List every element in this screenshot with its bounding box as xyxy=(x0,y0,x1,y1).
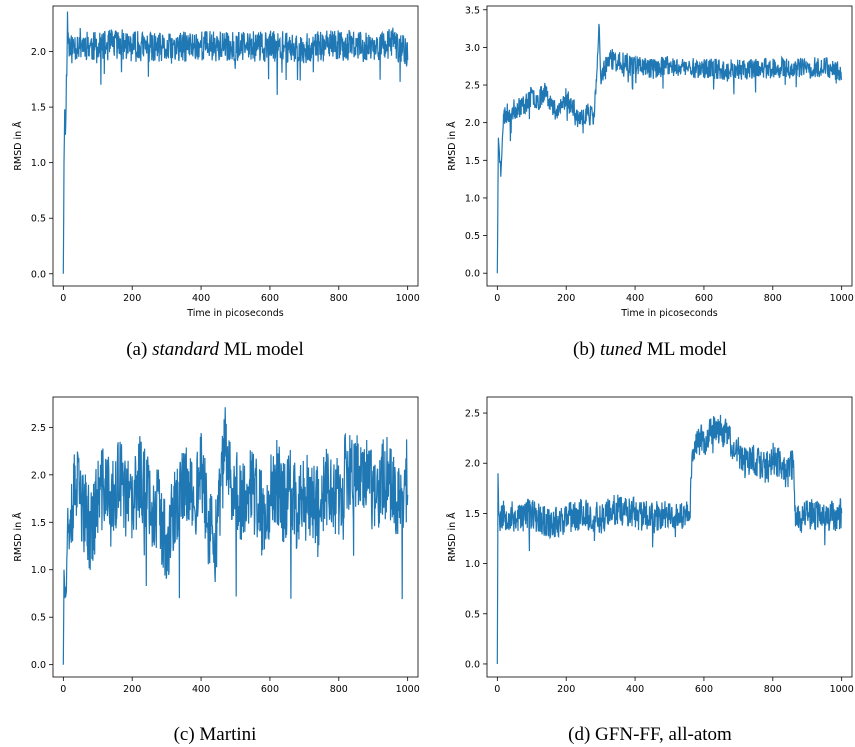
panel-a: 0 200 400 600 800 1000 0.0 0.5 1.0 1.5 2.0 Time in… xyxy=(12,5,420,360)
y-tick-label: 0.5 xyxy=(465,231,480,242)
x-tick-label: 200 xyxy=(557,684,575,695)
caption-b: (b) tuned ML model xyxy=(573,339,727,360)
y-axis-label: RMSD in Å xyxy=(446,512,458,562)
y-tick-label: 1.0 xyxy=(465,559,480,570)
x-tick-label: 1000 xyxy=(396,684,420,695)
y-tick-label: 3.5 xyxy=(465,5,480,16)
x-tick-label: 0 xyxy=(494,293,500,304)
x-axis-label: Time in picoseconds xyxy=(620,308,718,319)
x-tick-label: 200 xyxy=(557,293,575,304)
x-tick-label: 800 xyxy=(330,293,348,304)
x-tick-label: 600 xyxy=(695,293,713,304)
x-tick-label: 0 xyxy=(494,684,500,695)
y-tick-label: 1.0 xyxy=(465,193,480,204)
caption-d: (d) GFN-FF, all-atom xyxy=(568,724,732,745)
y-tick-label: 0.0 xyxy=(465,659,480,670)
x-tick-label: 200 xyxy=(123,684,141,695)
series-line xyxy=(496,23,843,274)
y-tick-label: 3.0 xyxy=(465,43,480,54)
y-tick-label: 2.5 xyxy=(465,409,480,420)
y-axis-label: RMSD in Å xyxy=(12,512,24,562)
series-line xyxy=(496,414,843,665)
y-tick-label: 0.5 xyxy=(31,613,46,624)
y-tick-label: 1.5 xyxy=(31,518,46,529)
y-axis-label: RMSD in Å xyxy=(446,121,458,171)
y-tick-label: 2.0 xyxy=(31,47,46,58)
y-tick-label: 0.0 xyxy=(31,269,46,280)
plot-frame xyxy=(52,5,419,287)
x-tick-label: 400 xyxy=(626,684,644,695)
plot-frame xyxy=(486,396,853,678)
x-tick-label: 200 xyxy=(123,293,141,304)
x-tick-label: 400 xyxy=(192,684,210,695)
y-tick-label: 2.0 xyxy=(465,459,480,470)
y-tick-label: 0.5 xyxy=(31,214,46,225)
panel-c: 0 200 400 600 800 1000 0.0 0.5 1.0 1.5 2.0 2.5 RMSD… xyxy=(12,396,420,745)
y-tick-label: 0.5 xyxy=(465,609,480,620)
x-tick-label: 800 xyxy=(330,684,348,695)
x-tick-label: 0 xyxy=(60,684,66,695)
y-tick-label: 2.0 xyxy=(465,118,480,129)
x-tick-label: 600 xyxy=(261,684,279,695)
y-tick-label: 1.5 xyxy=(31,103,46,114)
x-tick-label: 0 xyxy=(60,293,66,304)
y-tick-label: 0.0 xyxy=(31,660,46,671)
x-tick-label: 400 xyxy=(626,293,644,304)
y-tick-label: 0.0 xyxy=(465,269,480,280)
y-tick-label: 1.5 xyxy=(465,509,480,520)
panel-d: 0 200 400 600 800 1000 0.0 0.5 1.0 1.5 2.0 2.5 RMSD… xyxy=(446,396,854,745)
x-tick-label: 800 xyxy=(764,293,782,304)
x-tick-label: 1000 xyxy=(830,684,854,695)
plot-frame xyxy=(486,5,853,287)
y-tick-label: 1.0 xyxy=(31,158,46,169)
series-line xyxy=(62,407,409,665)
x-tick-label: 1000 xyxy=(396,293,420,304)
plot-frame xyxy=(52,396,419,678)
y-tick-label: 2.5 xyxy=(465,81,480,92)
x-tick-label: 800 xyxy=(764,684,782,695)
x-tick-label: 1000 xyxy=(830,293,854,304)
x-tick-label: 600 xyxy=(261,293,279,304)
x-axis-label: Time in picoseconds xyxy=(186,308,284,319)
y-tick-label: 2.0 xyxy=(31,470,46,481)
x-tick-label: 400 xyxy=(192,293,210,304)
panel-b: 0 200 400 600 800 1000 0.0 0.5 1.0 1.5 2.0 2.5 3.0 3.… xyxy=(446,5,854,360)
caption-c: (c) Martini xyxy=(174,724,257,745)
caption-a: (a) standard ML model xyxy=(126,339,304,360)
y-tick-label: 2.5 xyxy=(31,423,46,434)
y-tick-label: 1.0 xyxy=(31,565,46,576)
y-axis-label: RMSD in Å xyxy=(12,121,24,171)
y-tick-label: 1.5 xyxy=(465,156,480,167)
x-tick-label: 600 xyxy=(695,684,713,695)
series-line xyxy=(62,11,409,274)
